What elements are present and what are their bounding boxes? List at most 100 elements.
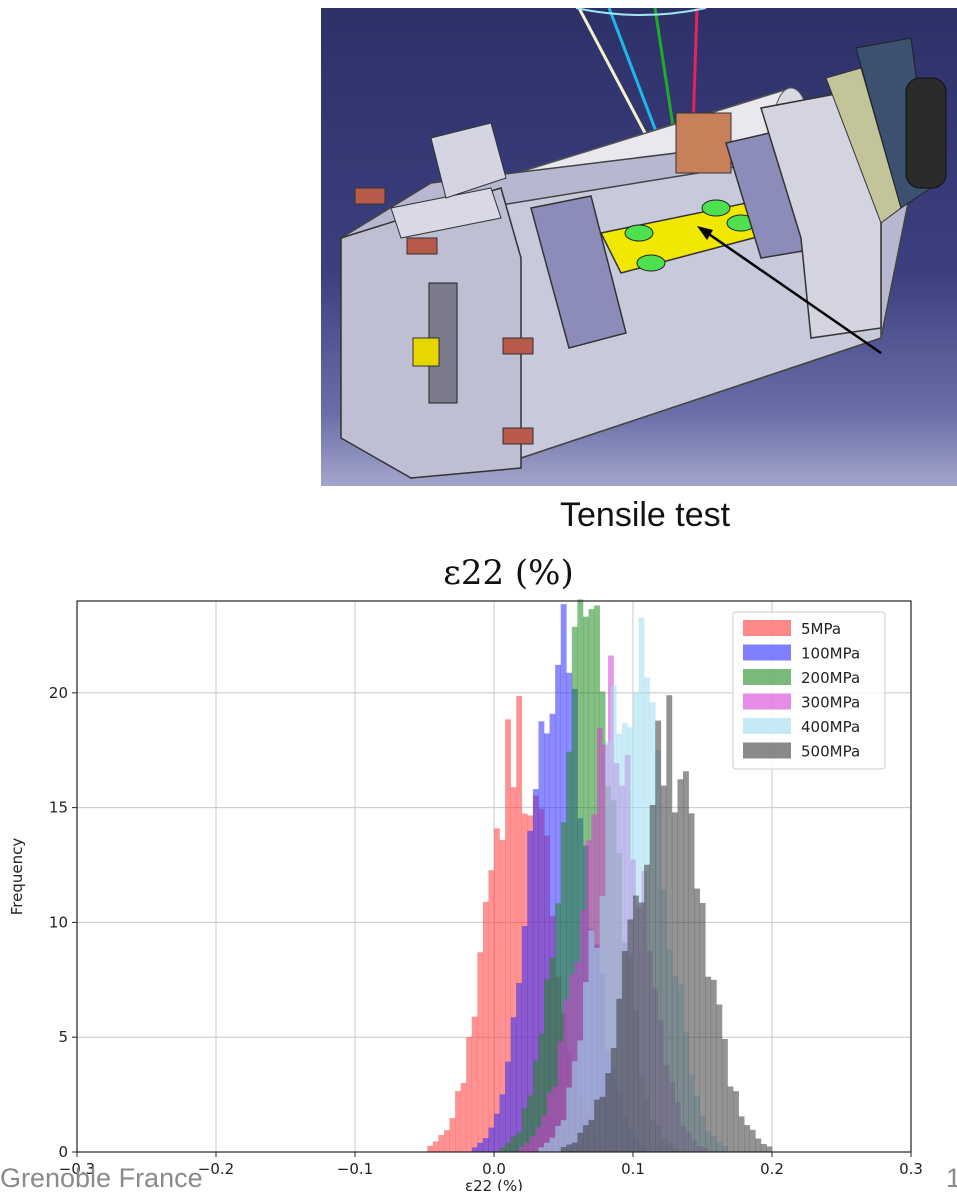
histogram-bar-400MPa: [555, 1125, 562, 1152]
x-tick-label: −0.2: [198, 1160, 234, 1178]
histogram-bar-5MPa: [499, 839, 506, 1152]
histogram-bar-500MPa: [599, 1096, 606, 1152]
histogram-bar-300MPa: [563, 999, 570, 1152]
histogram-bar-500MPa: [560, 1147, 567, 1152]
figure-caption: Tensile test: [560, 496, 731, 534]
histogram-bar-400MPa: [594, 947, 600, 1152]
histogram-bar-300MPa: [524, 1142, 531, 1152]
histogram-bar-400MPa: [610, 685, 617, 1152]
histogram-bar-200MPa: [532, 1060, 539, 1152]
histogram-bar-200MPa: [566, 751, 573, 1152]
histogram-bar-500MPa: [605, 1073, 612, 1152]
x-tick-label: −0.1: [337, 1160, 373, 1178]
histogram-bar-100MPa: [510, 1017, 517, 1152]
histogram-bar-200MPa: [571, 626, 578, 1152]
histogram-bar-5MPa: [494, 828, 500, 1152]
histogram-bar-500MPa: [766, 1146, 773, 1152]
histogram-bar-400MPa: [588, 930, 595, 1152]
histogram-bar-500MPa: [644, 864, 650, 1152]
histogram-bar-400MPa: [605, 741, 612, 1152]
histogram-bar-5MPa: [510, 787, 517, 1152]
histogram-bar-5MPa: [466, 1037, 473, 1152]
histogram-bar-100MPa: [499, 1094, 506, 1152]
x-tick-label: −0.3: [59, 1160, 95, 1178]
histogram-bar-500MPa: [610, 1047, 617, 1152]
histogram-bar-400MPa: [638, 617, 645, 1152]
histogram-bar-100MPa: [532, 789, 539, 1152]
histogram-bar-500MPa: [571, 1142, 578, 1152]
histogram-bar-500MPa: [633, 895, 639, 1152]
histogram-bar-500MPa: [755, 1138, 762, 1152]
legend-swatch-100MPa: [743, 644, 791, 661]
histogram-bar-5MPa: [460, 1082, 467, 1152]
histogram-bar-300MPa: [546, 1092, 553, 1152]
histogram-bar-100MPa: [488, 1127, 495, 1152]
histogram-bar-500MPa: [660, 785, 667, 1152]
histogram-bar-500MPa: [688, 813, 695, 1152]
histogram-bar-500MPa: [621, 951, 628, 1152]
y-axis-label: Frequency: [8, 838, 26, 916]
histogram-bar-400MPa: [599, 895, 606, 1152]
y-tick-label: 10: [49, 913, 68, 931]
histogram-bar-500MPa: [716, 1004, 723, 1152]
histogram-bar-500MPa: [738, 1116, 745, 1152]
histogram-bar-5MPa: [455, 1090, 461, 1152]
histogram-bar-100MPa: [521, 926, 528, 1152]
histogram-bar-500MPa: [710, 979, 717, 1152]
histogram-bar-5MPa: [427, 1145, 434, 1152]
histogram-bar-5MPa: [488, 870, 495, 1152]
legend-label-100MPa: 100MPa: [801, 645, 860, 663]
histogram-bar-200MPa: [555, 903, 562, 1152]
histogram-bar-5MPa: [449, 1118, 456, 1152]
histogram-bar-300MPa: [541, 1115, 548, 1152]
histogram-bar-5MPa: [505, 719, 511, 1152]
y-tick-label: 20: [49, 684, 68, 702]
histogram-bar-500MPa: [649, 805, 656, 1152]
histogram-bar-300MPa: [557, 1041, 564, 1152]
x-tick-label: 0.1: [621, 1160, 645, 1178]
histogram-bar-100MPa: [477, 1142, 484, 1152]
histogram-bar-500MPa: [594, 1099, 600, 1152]
y-tick-label: 15: [49, 799, 68, 817]
x-tick-label: 0.2: [760, 1160, 784, 1178]
histogram-bar-500MPa: [721, 1039, 728, 1152]
histogram-bar-500MPa: [705, 976, 712, 1152]
histogram-bar-400MPa: [571, 1061, 578, 1152]
y-tick-label: 5: [58, 1028, 68, 1046]
histogram-bar-500MPa: [588, 1119, 595, 1152]
x-axis-label: ε22 (%): [465, 1177, 523, 1191]
histogram-bar-500MPa: [616, 998, 623, 1152]
histogram-bar-500MPa: [683, 771, 689, 1152]
histogram-bar-200MPa: [544, 979, 550, 1152]
histogram-bar-500MPa: [727, 1086, 734, 1152]
histogram-bar-100MPa: [538, 721, 545, 1152]
histogram-bar-500MPa: [677, 779, 684, 1152]
histogram-bar-500MPa: [582, 1125, 589, 1152]
histogram-bar-500MPa: [627, 919, 634, 1152]
legend-swatch-200MPa: [743, 669, 791, 685]
tensile-machine-render: [321, 8, 957, 486]
histogram-bar-100MPa: [544, 733, 550, 1152]
histogram-bar-5MPa: [432, 1141, 439, 1152]
histogram-bar-400MPa: [549, 1137, 556, 1152]
histogram-bar-500MPa: [749, 1129, 756, 1152]
histogram-bar-200MPa: [516, 1132, 523, 1152]
histogram-bar-200MPa: [538, 1033, 545, 1152]
histogram-bar-200MPa: [510, 1136, 517, 1152]
histogram-bar-5MPa: [477, 952, 484, 1152]
legend-label-5MPa: 5MPa: [801, 620, 841, 638]
histogram-bar-200MPa: [577, 599, 584, 1152]
histogram-bar-200MPa: [499, 1147, 506, 1152]
tensile-machine-drawing: [340, 8, 947, 479]
histogram-bar-400MPa: [538, 1147, 545, 1152]
histogram-bar-100MPa: [482, 1138, 489, 1152]
histogram-bar-500MPa: [694, 888, 701, 1152]
histogram-bar-400MPa: [616, 733, 623, 1152]
histogram-bar-5MPa: [438, 1135, 445, 1152]
histogram-bar-500MPa: [655, 720, 662, 1152]
histogram-bar-500MPa: [699, 902, 706, 1152]
histogram-bar-500MPa: [760, 1143, 767, 1152]
histogram-bar-400MPa: [544, 1142, 550, 1152]
histogram-bar-500MPa: [666, 695, 673, 1152]
